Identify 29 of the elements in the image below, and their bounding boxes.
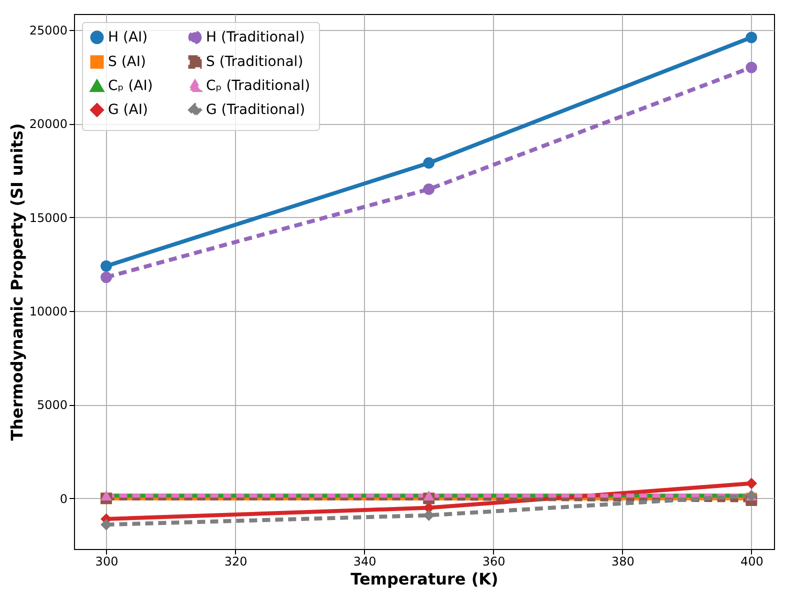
y-tick-label: 10000: [29, 304, 68, 319]
legend-label: Cₚ (Traditional): [206, 78, 310, 94]
y-tick-label: 15000: [29, 210, 68, 225]
x-axis-title: Temperature (K): [350, 570, 498, 588]
point: [423, 157, 435, 169]
point: [746, 478, 758, 490]
x-tick-label: 320: [224, 554, 248, 568]
legend-label: S (AI): [108, 54, 146, 70]
legend-label: Cₚ (AI): [108, 78, 153, 94]
x-tick-label: 300: [95, 554, 118, 568]
point: [100, 260, 112, 272]
legend-label: S (Traditional): [206, 54, 304, 70]
y-tick-label: 20000: [29, 117, 68, 132]
y-axis-title: Thermodynamic Property (SI units): [7, 123, 26, 441]
x-tick-label: 340: [353, 554, 376, 568]
point: [100, 272, 112, 283]
y-tick-label: 5000: [36, 398, 68, 412]
y-tick-label: 25000: [29, 23, 68, 38]
legend-label: G (Traditional): [206, 102, 306, 118]
x-tick-label: 400: [740, 554, 764, 568]
legend-label: H (AI): [108, 29, 148, 46]
point: [746, 62, 758, 74]
x-tick-label: 380: [611, 554, 634, 568]
point: [423, 184, 435, 195]
x-tick-label: 360: [482, 554, 506, 568]
point: [746, 32, 758, 44]
legend-label: G (AI): [108, 102, 148, 118]
y-tick-label: 0: [60, 492, 68, 506]
legend-label: H (Traditional): [206, 29, 305, 46]
